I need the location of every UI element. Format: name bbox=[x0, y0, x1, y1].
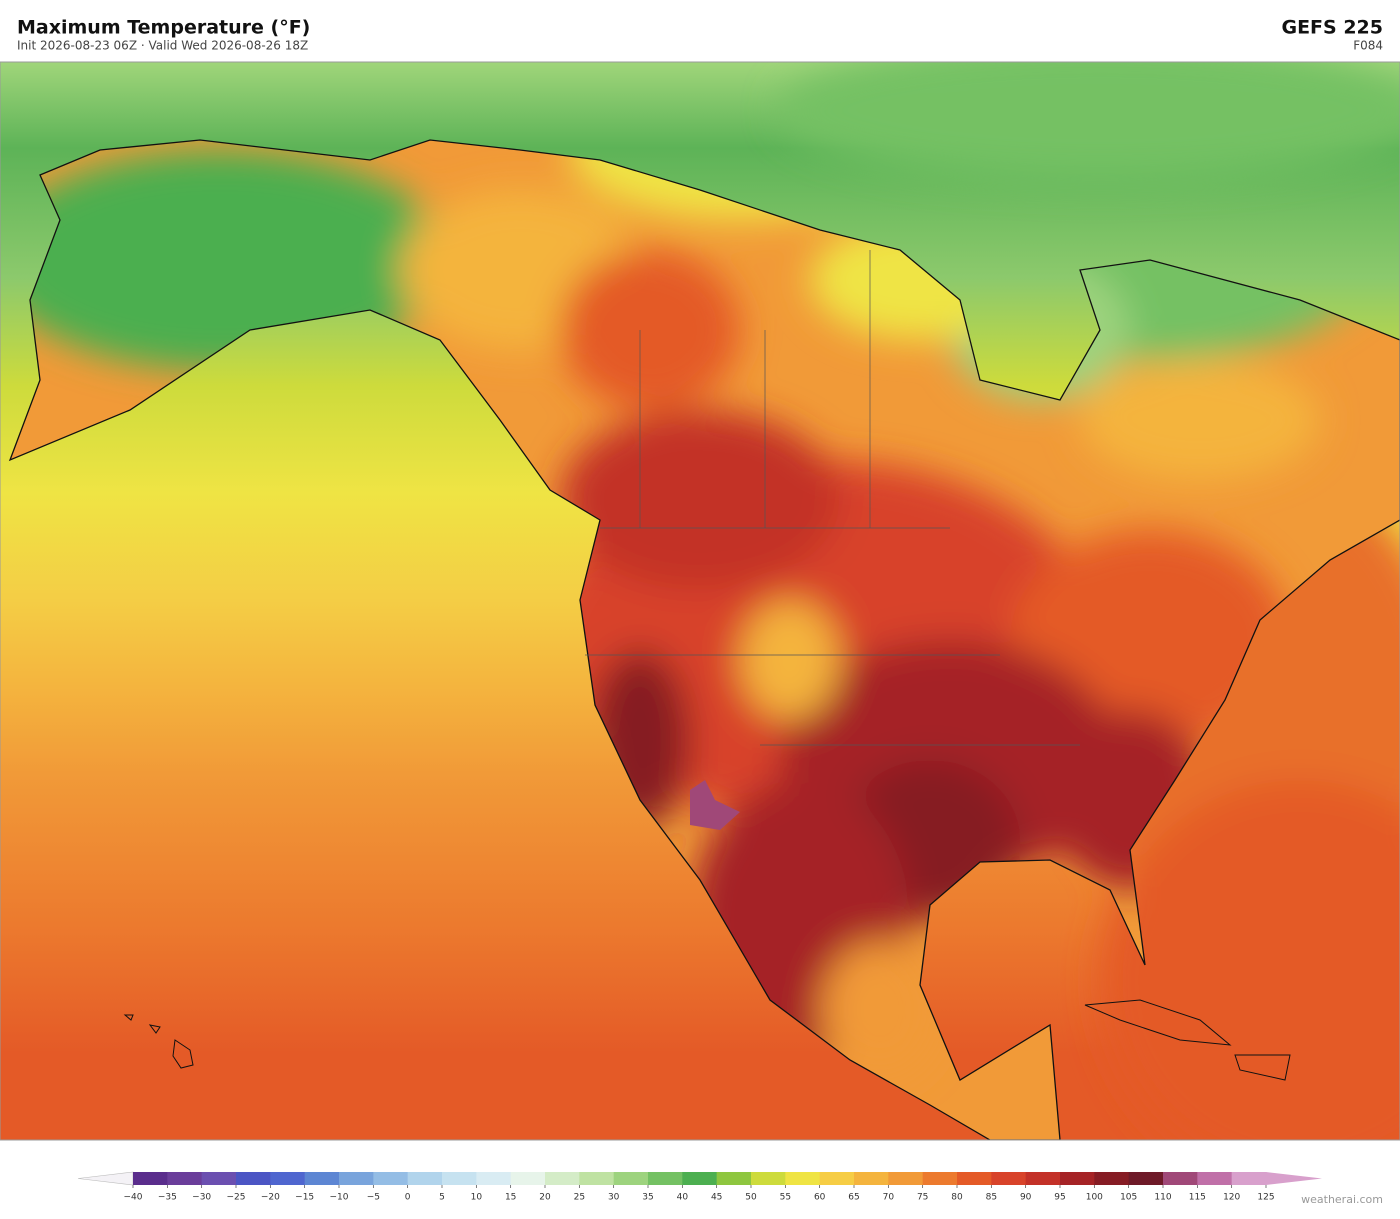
colorbar-bin bbox=[339, 1172, 374, 1185]
model: GEFS 225 bbox=[1281, 17, 1383, 39]
colorbar-bin bbox=[785, 1172, 821, 1185]
forecast-hour: F084 bbox=[1353, 39, 1383, 53]
colorbar-tick-label: −20 bbox=[261, 1193, 280, 1203]
colorbar-bin bbox=[922, 1172, 958, 1185]
colorbar: −40 −35 −30 −25 −20 −15 −10 −5 0 5 10 15 20 25 30 35 40 4… bbox=[77, 1171, 1322, 1203]
colorbar-tick-label: 30 bbox=[608, 1193, 620, 1203]
colorbar-bin bbox=[304, 1172, 340, 1185]
colorbar-tick-label: −25 bbox=[227, 1193, 246, 1203]
colorbar-bin bbox=[442, 1172, 477, 1185]
credit: weatherai.com bbox=[1301, 1193, 1383, 1206]
colorbar-bin bbox=[1025, 1172, 1061, 1185]
colorbar-bin bbox=[1197, 1172, 1233, 1185]
map bbox=[0, 62, 1400, 1140]
colorbar-tick-label: 5 bbox=[439, 1193, 445, 1203]
colorbar-bin bbox=[373, 1172, 409, 1185]
colorbar-tick-label: 110 bbox=[1154, 1193, 1171, 1203]
colorbar-tick-label: 115 bbox=[1189, 1193, 1206, 1203]
colorbar-bin bbox=[957, 1172, 992, 1185]
colorbar-bin bbox=[854, 1172, 889, 1185]
colorbar-tick-label: 100 bbox=[1086, 1193, 1103, 1203]
colorbar-bin bbox=[613, 1172, 649, 1185]
colorbar-bin bbox=[270, 1172, 306, 1185]
colorbar-bin bbox=[888, 1172, 924, 1185]
colorbar-tick-label: −35 bbox=[158, 1193, 177, 1203]
colorbar-tick-label: −15 bbox=[295, 1193, 314, 1203]
colorbar-bin bbox=[579, 1172, 615, 1185]
colorbar-tick-label: 10 bbox=[471, 1193, 483, 1203]
colorbar-bin bbox=[201, 1172, 237, 1185]
colorbar-tick-label: 75 bbox=[917, 1193, 928, 1203]
colorbar-bin bbox=[476, 1172, 512, 1185]
colorbar-tick-label: 0 bbox=[405, 1193, 411, 1203]
colorbar-bin bbox=[648, 1172, 683, 1185]
colorbar-bin bbox=[751, 1172, 786, 1185]
colorbar-bin bbox=[819, 1172, 855, 1185]
colorbar-over bbox=[1266, 1172, 1322, 1185]
colorbar-tick-label: 85 bbox=[986, 1193, 997, 1203]
colorbar-bin bbox=[1231, 1172, 1267, 1185]
colorbar-bin bbox=[1163, 1172, 1198, 1185]
colorbar-bin bbox=[1094, 1172, 1130, 1185]
colorbar-tick-label: 120 bbox=[1223, 1193, 1240, 1203]
colorbar-bin bbox=[1128, 1172, 1164, 1185]
colorbar-tick-label: 80 bbox=[951, 1193, 963, 1203]
subtitle: Init 2026-08-23 06Z · Valid Wed 2026-08-… bbox=[17, 39, 308, 53]
colorbar-tick-label: 70 bbox=[883, 1193, 895, 1203]
colorbar-tick-label: 35 bbox=[642, 1193, 653, 1203]
colorbar-tick-label: 105 bbox=[1120, 1193, 1137, 1203]
colorbar-bin bbox=[716, 1172, 752, 1185]
colorbar-tick-label: 15 bbox=[505, 1193, 516, 1203]
colorbar-tick-label: 65 bbox=[848, 1193, 859, 1203]
colorbar-tick-label: 55 bbox=[780, 1193, 791, 1203]
colorbar-tick-label: 125 bbox=[1257, 1193, 1274, 1203]
colorbar-bin bbox=[236, 1172, 271, 1185]
colorbar-bin bbox=[510, 1172, 546, 1185]
colorbar-tick-label: 20 bbox=[539, 1193, 551, 1203]
colorbar-tick-label: 40 bbox=[677, 1193, 689, 1203]
colorbar-bin bbox=[167, 1172, 203, 1185]
colorbar-tick-label: 45 bbox=[711, 1193, 722, 1203]
colorbar-tick-label: −5 bbox=[367, 1193, 380, 1203]
colorbar-tick-label: −10 bbox=[330, 1193, 349, 1203]
colorbar-bin bbox=[1060, 1172, 1095, 1185]
colorbar-tick-label: 50 bbox=[745, 1193, 757, 1203]
colorbar-bin bbox=[682, 1172, 718, 1185]
colorbar-bin bbox=[133, 1172, 168, 1185]
colorbar-tick-label: 90 bbox=[1020, 1193, 1032, 1203]
colorbar-bin bbox=[407, 1172, 443, 1185]
colorbar-tick-label: 60 bbox=[814, 1193, 826, 1203]
colorbar-bin bbox=[545, 1172, 580, 1185]
colorbar-tick-label: 95 bbox=[1054, 1193, 1065, 1203]
colorbar-tick-label: 25 bbox=[574, 1193, 585, 1203]
colorbar-tick-label: −30 bbox=[192, 1193, 211, 1203]
colorbar-tick-label: −40 bbox=[124, 1193, 143, 1203]
colorbar-bin bbox=[991, 1172, 1027, 1185]
title: Maximum Temperature (°F) bbox=[17, 17, 310, 39]
colorbar-under bbox=[77, 1171, 134, 1186]
